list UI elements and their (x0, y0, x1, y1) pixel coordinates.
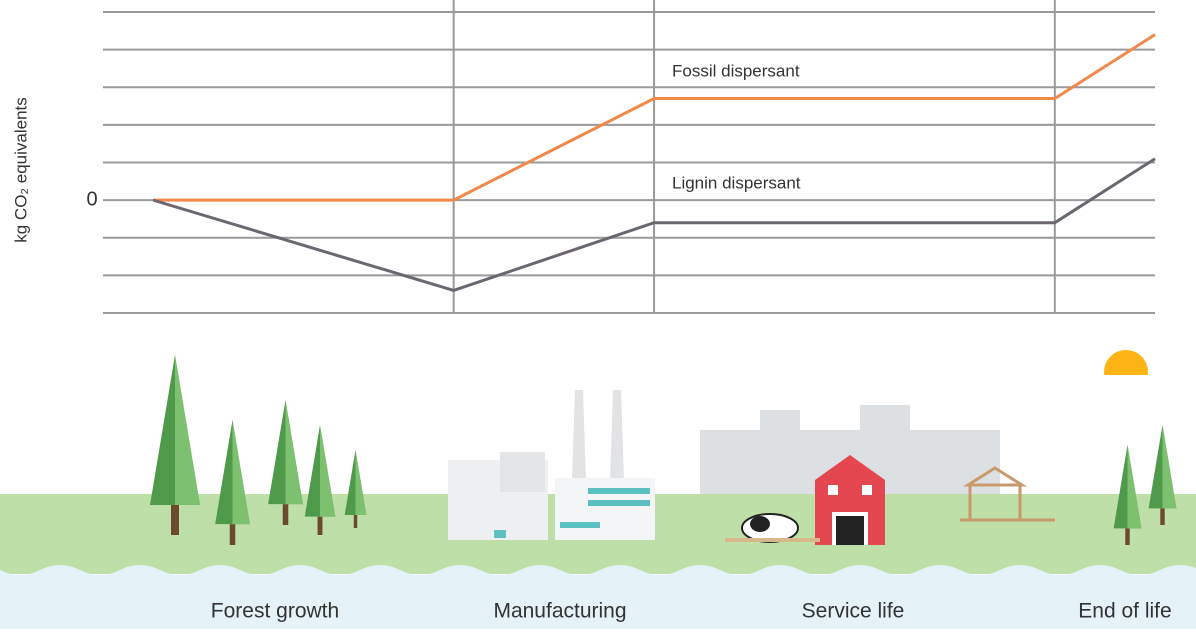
house-frame (960, 466, 1055, 522)
series-line (152, 157, 1156, 292)
stage-label: Service life (802, 600, 905, 623)
grid (103, 0, 1155, 314)
landscape (0, 350, 1196, 629)
series-label: Lignin dispersant (672, 173, 801, 192)
water (0, 565, 1196, 629)
barn (815, 455, 885, 545)
cow (725, 513, 820, 543)
sun-horizon (1080, 375, 1160, 395)
y-tick-label: 0 (86, 188, 97, 210)
stage-label: Manufacturing (493, 600, 626, 623)
city (860, 405, 910, 435)
factory (448, 390, 655, 540)
series-line (153, 33, 1156, 202)
city (760, 410, 800, 440)
series-label: Fossil dispersant (672, 61, 800, 80)
lines (152, 33, 1156, 292)
y-axis-label: kg CO₂ equivalents (11, 97, 30, 243)
stage-label: End of life (1078, 600, 1171, 623)
stage-label: Forest growth (211, 600, 339, 623)
